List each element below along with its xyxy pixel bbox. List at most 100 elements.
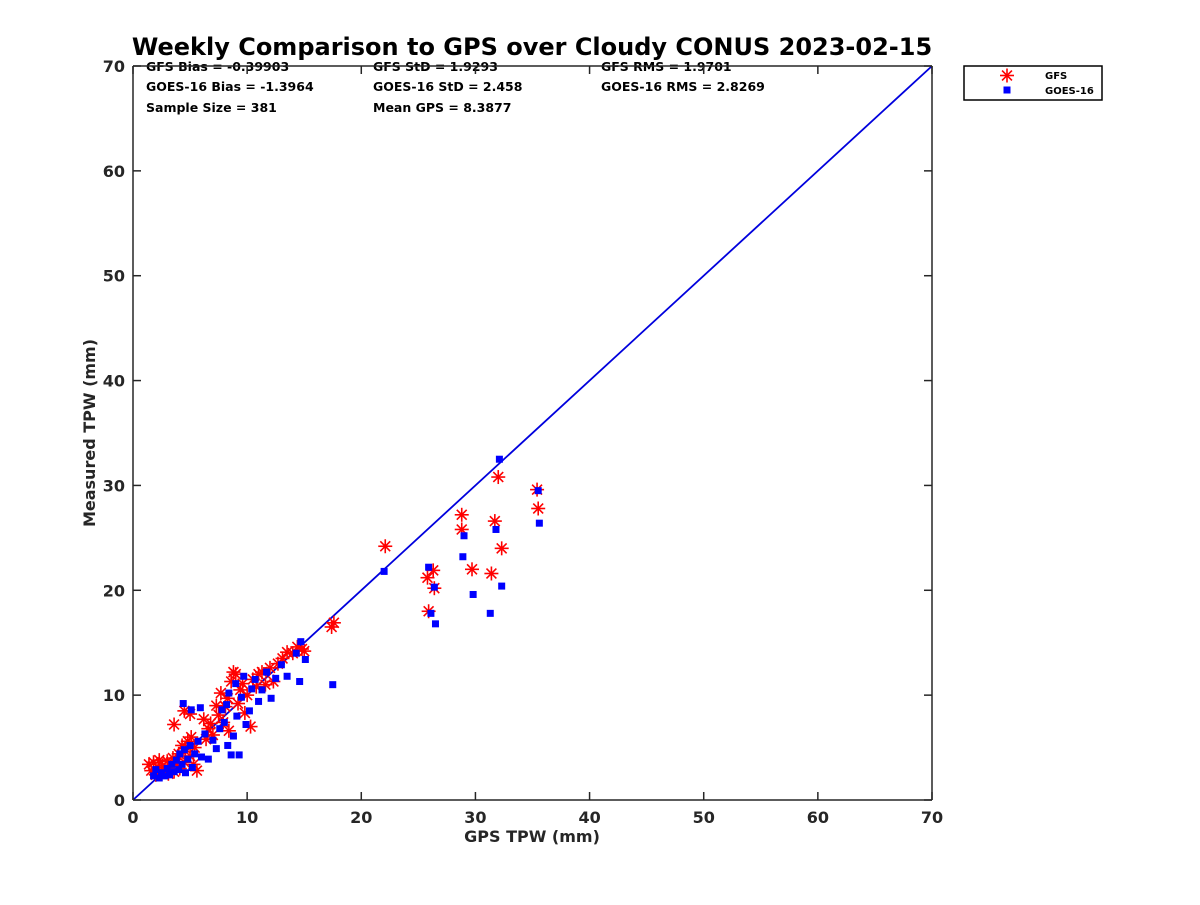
gfs-point <box>531 501 546 516</box>
stat-text: GOES-16 StD = 2.458 <box>373 79 522 94</box>
goes16-point <box>194 737 202 745</box>
goes16-point <box>223 701 231 709</box>
goes16-point <box>229 732 237 740</box>
goes16-point <box>301 655 309 663</box>
x-axis-label: GPS TPW (mm) <box>464 827 600 846</box>
goes16-point <box>188 763 196 771</box>
x-tick-label: 50 <box>693 808 715 827</box>
goes16-point <box>431 620 439 628</box>
x-tick-label: 10 <box>236 808 258 827</box>
goes16-point <box>150 772 158 780</box>
gfs-point <box>203 716 218 731</box>
goes16-point <box>296 678 304 686</box>
stat-text: GOES-16 RMS = 2.8269 <box>601 79 765 94</box>
goes16-point <box>242 721 250 729</box>
y-tick-label: 50 <box>103 267 125 286</box>
goes16-point <box>233 712 241 720</box>
goes16-point <box>258 686 266 694</box>
statistics-panel: GFS Bias = -0.39903 GFS StD = 1.9293 GFS R… <box>146 59 765 115</box>
x-tick-label: 60 <box>807 808 829 827</box>
goes16-point <box>535 519 543 527</box>
gfs-point <box>326 615 341 630</box>
goes16-point <box>255 697 263 705</box>
goes16-point <box>216 725 224 733</box>
legend-gfs-marker <box>1000 68 1014 83</box>
gfs-point <box>420 570 435 585</box>
goes16-point <box>196 704 204 712</box>
goes16-point <box>495 455 503 463</box>
goes16-point <box>297 638 305 646</box>
y-tick-group: 0 10 20 30 40 50 60 70 <box>103 57 932 810</box>
goes16-point <box>459 553 467 561</box>
goes16-point <box>240 672 248 680</box>
x-tick-group: 0 10 20 30 40 50 60 70 <box>127 66 943 827</box>
chart-title: Weekly Comparison to GPS over Cloudy CON… <box>132 33 932 61</box>
y-tick-label: 10 <box>103 686 125 705</box>
goes16-point <box>212 745 220 753</box>
goes16-point <box>220 718 228 726</box>
goes16-point <box>187 706 195 714</box>
goes16-point <box>204 755 212 763</box>
goes16-point <box>218 706 226 714</box>
goes16-point <box>170 768 178 776</box>
legend: GFS GOES-16 <box>963 65 1103 101</box>
gfs-point <box>184 730 199 745</box>
goes16-point <box>380 567 388 575</box>
goes16-point <box>168 760 176 768</box>
legend-gfs-asterisk <box>1000 68 1014 83</box>
goes16-point <box>248 685 256 693</box>
gfs-point <box>494 541 509 556</box>
legend-goes16-marker <box>1003 86 1011 94</box>
stat-text: GOES-16 Bias = -1.3964 <box>146 79 314 94</box>
goes16-point <box>166 771 174 779</box>
x-tick-label: 30 <box>464 808 486 827</box>
x-tick-label: 40 <box>578 808 600 827</box>
y-tick-label: 40 <box>103 372 125 391</box>
goes16-point <box>227 751 235 759</box>
goes16-point <box>283 672 291 680</box>
goes16-point <box>492 525 500 533</box>
legend-gfs-label: GFS <box>1045 71 1067 82</box>
x-tick-label: 70 <box>921 808 943 827</box>
y-tick-label: 20 <box>103 581 125 600</box>
gfs-point <box>487 514 502 529</box>
gfs-point <box>484 566 499 581</box>
stat-text: Mean GPS = 8.3877 <box>373 100 511 115</box>
gfs-point <box>491 470 506 485</box>
y-tick-label: 0 <box>114 791 125 810</box>
gfs-point <box>454 507 469 522</box>
goes16-point <box>176 750 184 758</box>
gfs-point <box>465 562 480 577</box>
goes16-point <box>186 741 194 749</box>
goes16-point <box>201 730 209 738</box>
goes16-point <box>267 694 275 702</box>
legend-goes16-label: GOES-16 <box>1045 86 1094 97</box>
goes16-point <box>263 668 271 676</box>
goes16-point <box>209 736 217 744</box>
y-tick-label: 60 <box>103 162 125 181</box>
goes16-point <box>152 766 160 774</box>
y-axis-label: Measured TPW (mm) <box>80 339 99 527</box>
goes16-point <box>292 649 300 657</box>
goes16-point <box>155 774 163 782</box>
goes16-point <box>425 563 433 571</box>
goes16-point <box>161 772 169 780</box>
goes16-point <box>172 756 180 764</box>
goes16-point <box>191 750 199 758</box>
goes16-point <box>237 693 245 701</box>
goes16-point <box>184 755 192 763</box>
goes16-point <box>224 741 232 749</box>
goes16-point <box>329 681 337 689</box>
goes16-point <box>180 746 188 754</box>
goes16-point <box>272 674 280 682</box>
stat-text: Sample Size = 381 <box>146 100 277 115</box>
goes16-point <box>534 487 542 495</box>
goes16-point <box>430 583 438 591</box>
goes16-point <box>427 609 435 617</box>
goes16-point <box>251 675 259 683</box>
goes16-point <box>486 609 494 617</box>
goes16-point <box>178 760 186 768</box>
goes16-point <box>197 753 205 761</box>
